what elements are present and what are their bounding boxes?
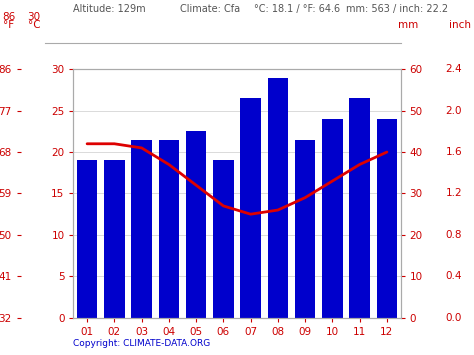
Bar	[240, 98, 261, 318]
Text: Climate: Cfa: Climate: Cfa	[180, 4, 240, 13]
Bar	[322, 119, 343, 318]
Text: inch: inch	[449, 20, 471, 29]
Bar	[213, 160, 234, 318]
Text: °C: 18.1 / °F: 64.6: °C: 18.1 / °F: 64.6	[254, 4, 340, 13]
Text: 2.4: 2.4	[446, 64, 462, 74]
Text: 2.0: 2.0	[446, 106, 462, 116]
Text: 1.2: 1.2	[446, 189, 462, 198]
Bar	[268, 77, 288, 318]
Text: Copyright: CLIMATE-DATA.ORG: Copyright: CLIMATE-DATA.ORG	[73, 339, 211, 348]
Text: 30: 30	[27, 12, 41, 22]
Text: °C: °C	[28, 20, 40, 29]
Text: 0.0: 0.0	[446, 313, 462, 323]
Bar	[349, 98, 370, 318]
Text: 86: 86	[2, 12, 15, 22]
Bar	[186, 131, 206, 318]
Bar	[104, 160, 125, 318]
Text: mm: mm	[399, 20, 419, 29]
Text: 0.8: 0.8	[446, 230, 462, 240]
Text: °F: °F	[3, 20, 14, 29]
Text: Altitude: 129m: Altitude: 129m	[73, 4, 146, 13]
Text: 0.4: 0.4	[446, 271, 462, 281]
Text: mm: 563 / inch: 22.2: mm: 563 / inch: 22.2	[346, 4, 448, 13]
Text: 1.6: 1.6	[446, 147, 462, 157]
Bar	[77, 160, 97, 318]
Bar	[377, 119, 397, 318]
Bar	[131, 140, 152, 318]
Bar	[159, 140, 179, 318]
Bar	[295, 140, 315, 318]
